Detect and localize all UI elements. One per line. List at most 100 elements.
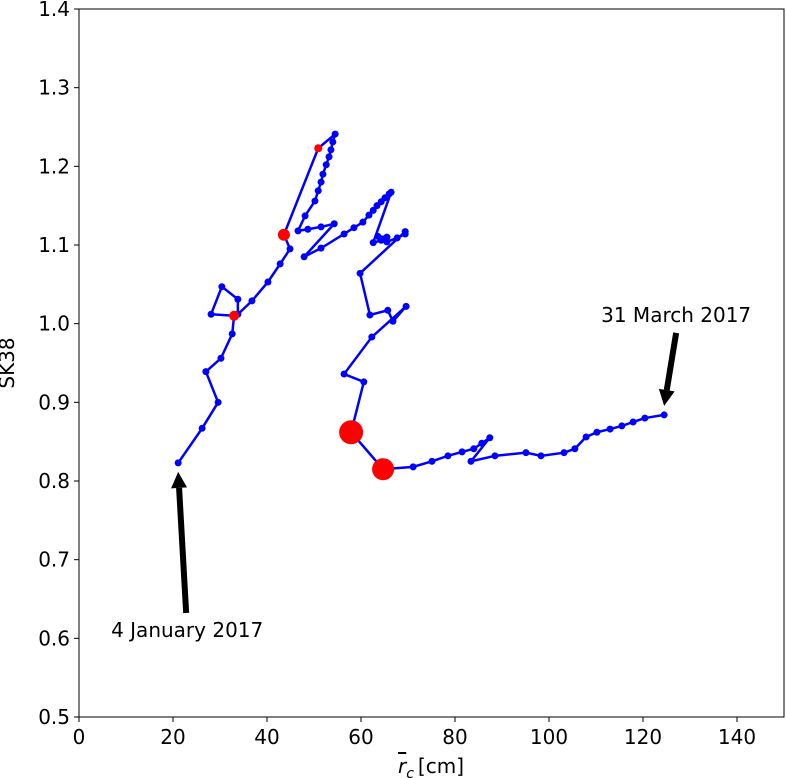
point bbox=[491, 452, 499, 460]
point bbox=[571, 445, 579, 453]
x-tick-label: 140 bbox=[718, 725, 756, 749]
point bbox=[389, 317, 397, 325]
point bbox=[360, 378, 368, 386]
point bbox=[365, 211, 373, 219]
point bbox=[369, 206, 377, 214]
point bbox=[202, 368, 210, 376]
point bbox=[428, 457, 436, 465]
point bbox=[311, 197, 319, 205]
point bbox=[582, 433, 590, 441]
point bbox=[350, 224, 358, 232]
point bbox=[366, 311, 374, 319]
y-tick-label: 0.5 bbox=[38, 705, 70, 729]
y-tick-label: 0.7 bbox=[38, 548, 70, 572]
point bbox=[383, 238, 391, 246]
point bbox=[560, 449, 568, 457]
y-tick-label: 1.3 bbox=[38, 76, 70, 100]
x-tick-label: 20 bbox=[160, 725, 185, 749]
point bbox=[340, 230, 348, 238]
point bbox=[593, 428, 601, 436]
x-tick-label: 40 bbox=[254, 725, 279, 749]
point bbox=[327, 146, 335, 154]
point bbox=[660, 411, 668, 419]
x-label-symbol: r bbox=[398, 754, 408, 778]
point bbox=[444, 452, 452, 460]
x-label-subscript: c bbox=[406, 766, 414, 778]
plot-frame bbox=[78, 8, 785, 718]
annotation-arrowhead bbox=[658, 388, 675, 406]
highlight-point bbox=[277, 228, 290, 241]
point bbox=[409, 463, 417, 471]
point bbox=[458, 448, 466, 456]
point bbox=[294, 227, 302, 235]
point bbox=[329, 138, 337, 146]
annotation-arrowhead bbox=[171, 471, 188, 489]
x-tick-label: 120 bbox=[624, 725, 662, 749]
point bbox=[319, 170, 327, 178]
point bbox=[606, 425, 614, 433]
point bbox=[317, 244, 325, 252]
point bbox=[522, 449, 530, 457]
y-tick-label: 1.2 bbox=[38, 154, 70, 178]
point bbox=[369, 239, 377, 247]
point bbox=[214, 398, 222, 406]
point bbox=[537, 452, 545, 460]
point bbox=[264, 278, 272, 286]
point bbox=[470, 445, 478, 453]
point bbox=[234, 295, 242, 303]
point bbox=[218, 283, 226, 291]
point bbox=[331, 130, 339, 138]
highlight-point bbox=[229, 310, 240, 321]
y-tick-label: 0.8 bbox=[38, 469, 70, 493]
y-tick-label: 1.4 bbox=[38, 0, 70, 21]
point bbox=[393, 234, 401, 242]
point bbox=[359, 218, 367, 226]
point bbox=[317, 223, 325, 231]
point bbox=[174, 459, 182, 467]
y-tick-label: 1.0 bbox=[38, 312, 70, 336]
point bbox=[286, 245, 294, 253]
point bbox=[340, 370, 348, 378]
highlight-point bbox=[372, 458, 395, 481]
annotation-arrow bbox=[176, 487, 190, 614]
point bbox=[486, 434, 494, 442]
point bbox=[276, 260, 284, 268]
point bbox=[304, 225, 312, 233]
point bbox=[314, 187, 322, 195]
point bbox=[629, 418, 637, 426]
point bbox=[228, 330, 236, 338]
x-axis-label: rc [cm] bbox=[398, 754, 464, 778]
point bbox=[325, 153, 333, 161]
annotation-text: 4 January 2017 bbox=[111, 618, 263, 642]
point bbox=[248, 297, 256, 305]
point bbox=[618, 422, 626, 430]
y-axis-label: SK38 bbox=[0, 337, 19, 388]
x-tick-label: 0 bbox=[73, 725, 86, 749]
y-tick-label: 0.9 bbox=[38, 390, 70, 414]
point bbox=[387, 188, 395, 196]
point bbox=[384, 306, 392, 314]
point bbox=[300, 253, 308, 261]
point bbox=[641, 414, 649, 422]
highlight-point bbox=[314, 144, 323, 153]
point bbox=[330, 220, 338, 228]
point bbox=[374, 232, 382, 240]
point bbox=[356, 269, 364, 277]
y-tick-label: 1.1 bbox=[38, 233, 70, 257]
point bbox=[198, 424, 206, 432]
point bbox=[207, 310, 215, 318]
point bbox=[322, 161, 330, 169]
highlight-point bbox=[339, 420, 364, 445]
x-tick-label: 60 bbox=[348, 725, 373, 749]
point bbox=[317, 178, 325, 186]
point bbox=[368, 333, 376, 341]
x-tick-label: 100 bbox=[530, 725, 568, 749]
point bbox=[478, 439, 486, 447]
point bbox=[401, 228, 409, 236]
y-tick-label: 0.6 bbox=[38, 626, 70, 650]
annotation-text: 31 March 2017 bbox=[601, 303, 751, 327]
point bbox=[402, 302, 410, 310]
point bbox=[217, 354, 225, 362]
x-label-unit: [cm] bbox=[418, 754, 464, 778]
